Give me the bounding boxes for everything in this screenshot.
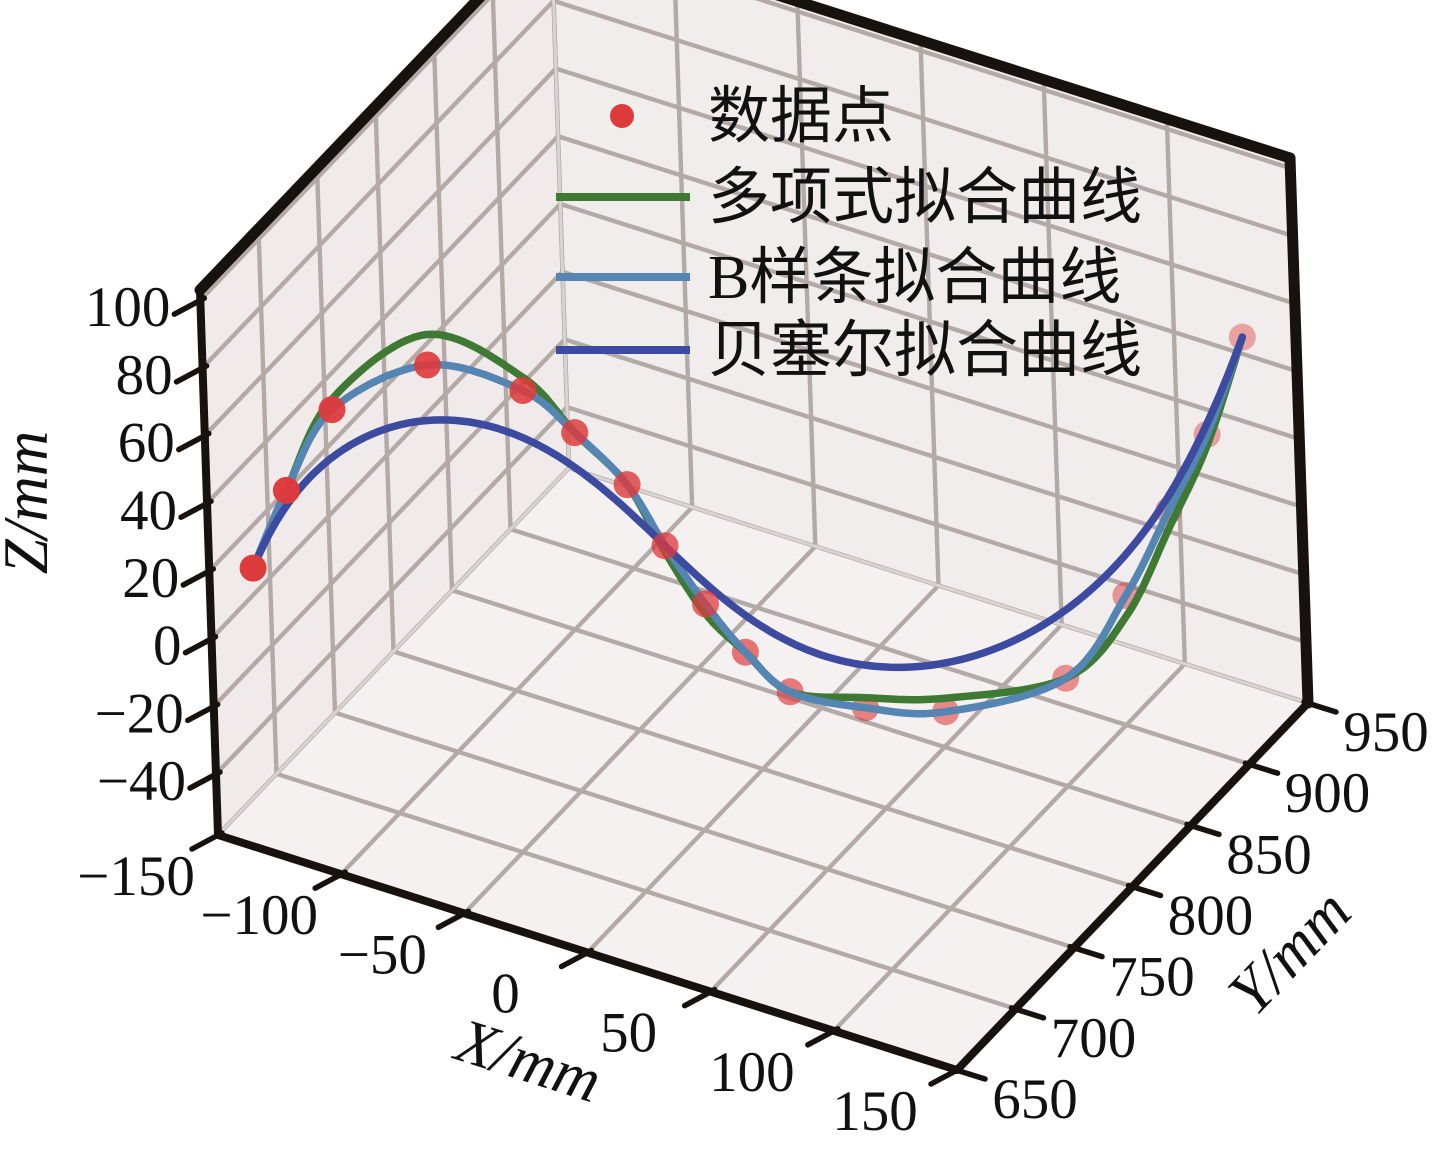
z-tick: [178, 498, 214, 521]
x-axis-title: X/mm: [445, 1004, 609, 1116]
z-tick: [173, 363, 210, 385]
z-tick-label: 60: [118, 412, 175, 475]
x-tick: [681, 986, 718, 1009]
y-tick: [1242, 760, 1281, 776]
z-tick: [180, 566, 217, 588]
data-point: [561, 419, 589, 447]
y-tick: [1008, 1005, 1047, 1021]
z-tick: [176, 430, 212, 453]
x-tick: [558, 947, 595, 970]
pane-edge: [216, 466, 571, 837]
gridline-floor-x: [708, 622, 1064, 994]
gridline-right-x: [795, 0, 818, 549]
gridline-right-x: [1164, 116, 1188, 667]
gridline-right-x: [673, 0, 695, 510]
z-tick-label: 100: [85, 276, 171, 339]
gridline-floor-x: [338, 504, 695, 877]
y-tick: [950, 1066, 988, 1082]
spine-top: [774, 0, 1296, 164]
gridline-floor-x: [462, 544, 818, 916]
x-tick-label: −150: [77, 845, 195, 908]
data-point: [272, 476, 300, 504]
y-tick-label: 950: [1343, 701, 1429, 764]
z-tick: [187, 769, 223, 791]
x-tick-label: −100: [200, 884, 318, 947]
y-tick: [1184, 821, 1222, 838]
legend-label: B样条拟合曲线: [708, 244, 1121, 312]
x-tick-label: 150: [832, 1080, 918, 1143]
data-point: [613, 471, 641, 499]
data-point: [509, 377, 537, 404]
z-tick-label: 0: [153, 615, 182, 678]
y-tick-label: 750: [1109, 946, 1195, 1009]
data-point: [692, 590, 719, 618]
x-tick-label: 0: [491, 963, 520, 1026]
z-axis-title: Z/mm: [0, 431, 61, 575]
data-point: [413, 351, 441, 379]
data-point: [318, 396, 346, 424]
gridline-floor-x: [831, 661, 1188, 1034]
spine-z: [196, 286, 222, 839]
curve-bezier-fit: [249, 333, 1247, 672]
gridline-right-x: [1041, 77, 1064, 627]
gridline-floor-x: [585, 583, 941, 955]
x-tick: [435, 908, 472, 931]
spine-right: [1284, 152, 1314, 709]
x-tick: [312, 869, 348, 891]
z-tick: [185, 701, 221, 724]
z-tick-label: 40: [120, 479, 177, 542]
y-tick-label: 650: [992, 1068, 1078, 1131]
legend-label: 数据点: [708, 83, 894, 151]
axis-ticks: [171, 295, 1339, 1087]
legend-label: 贝塞尔拟合曲线: [708, 317, 1142, 385]
spine-top-left: [194, 0, 485, 296]
gridline-left-y: [256, 226, 279, 777]
z-tick-label: 80: [116, 344, 173, 407]
x-tick-label: 100: [709, 1041, 795, 1104]
y-tick: [1067, 943, 1105, 960]
gridline-left-y: [431, 43, 455, 593]
data-point: [239, 554, 267, 582]
y-tick: [1301, 699, 1339, 715]
x-tick-label: −50: [338, 923, 427, 986]
y-tick-label: 850: [1226, 823, 1312, 886]
x-tick: [805, 1026, 841, 1048]
y-tick-label: 900: [1285, 762, 1371, 825]
z-tick-label: −40: [97, 750, 186, 813]
z-tick-label: −20: [95, 682, 184, 745]
data-points-near: [239, 351, 719, 618]
legend-label: 多项式拟合曲线: [708, 164, 1142, 232]
z-tick-label: 20: [122, 547, 179, 610]
x-tick-label: 50: [600, 1002, 657, 1065]
data-point: [651, 532, 679, 560]
z-tick: [171, 295, 208, 317]
legend-marker-dot: [610, 104, 634, 128]
pane-edge: [568, 466, 1309, 705]
y-tick: [1125, 882, 1164, 899]
fitted-curves: [249, 330, 1247, 718]
gridline-right-x: [918, 38, 941, 588]
x-tick: [189, 830, 225, 852]
curve-bspline-fit: [249, 333, 1247, 718]
z-tick: [182, 633, 219, 656]
y-tick-label: 800: [1168, 885, 1254, 948]
gridline-left-y: [490, 0, 513, 532]
gridline-left-y: [314, 165, 338, 715]
y-tick-label: 700: [1051, 1007, 1137, 1070]
